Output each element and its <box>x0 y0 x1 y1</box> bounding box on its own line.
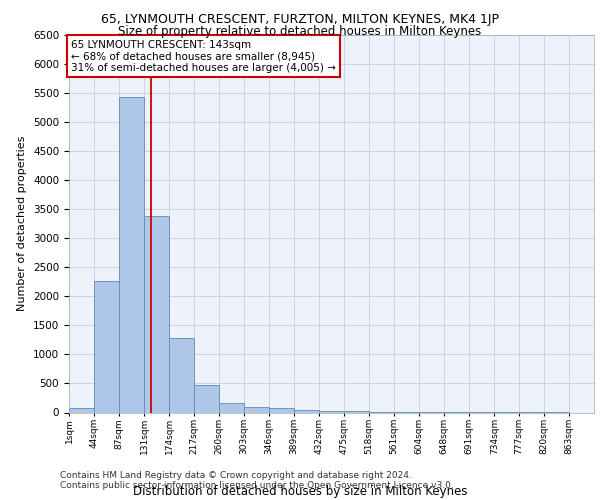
Bar <box>294 410 319 412</box>
Bar <box>169 338 194 412</box>
Text: Distribution of detached houses by size in Milton Keynes: Distribution of detached houses by size … <box>133 484 467 498</box>
Bar <box>244 406 269 412</box>
Text: 65 LYNMOUTH CRESCENT: 143sqm
← 68% of detached houses are smaller (8,945)
31% of: 65 LYNMOUTH CRESCENT: 143sqm ← 68% of de… <box>71 40 336 73</box>
Bar <box>69 408 94 412</box>
Bar <box>94 280 119 412</box>
Bar <box>145 216 169 412</box>
Bar <box>119 97 144 412</box>
Text: Size of property relative to detached houses in Milton Keynes: Size of property relative to detached ho… <box>118 25 482 38</box>
Bar <box>194 384 219 412</box>
Text: Contains HM Land Registry data © Crown copyright and database right 2024.: Contains HM Land Registry data © Crown c… <box>60 471 412 480</box>
Bar <box>269 408 294 412</box>
Text: 65, LYNMOUTH CRESCENT, FURZTON, MILTON KEYNES, MK4 1JP: 65, LYNMOUTH CRESCENT, FURZTON, MILTON K… <box>101 12 499 26</box>
Y-axis label: Number of detached properties: Number of detached properties <box>17 136 28 312</box>
Bar <box>319 411 344 412</box>
Text: Contains public sector information licensed under the Open Government Licence v3: Contains public sector information licen… <box>60 481 454 490</box>
Bar <box>219 403 244 412</box>
